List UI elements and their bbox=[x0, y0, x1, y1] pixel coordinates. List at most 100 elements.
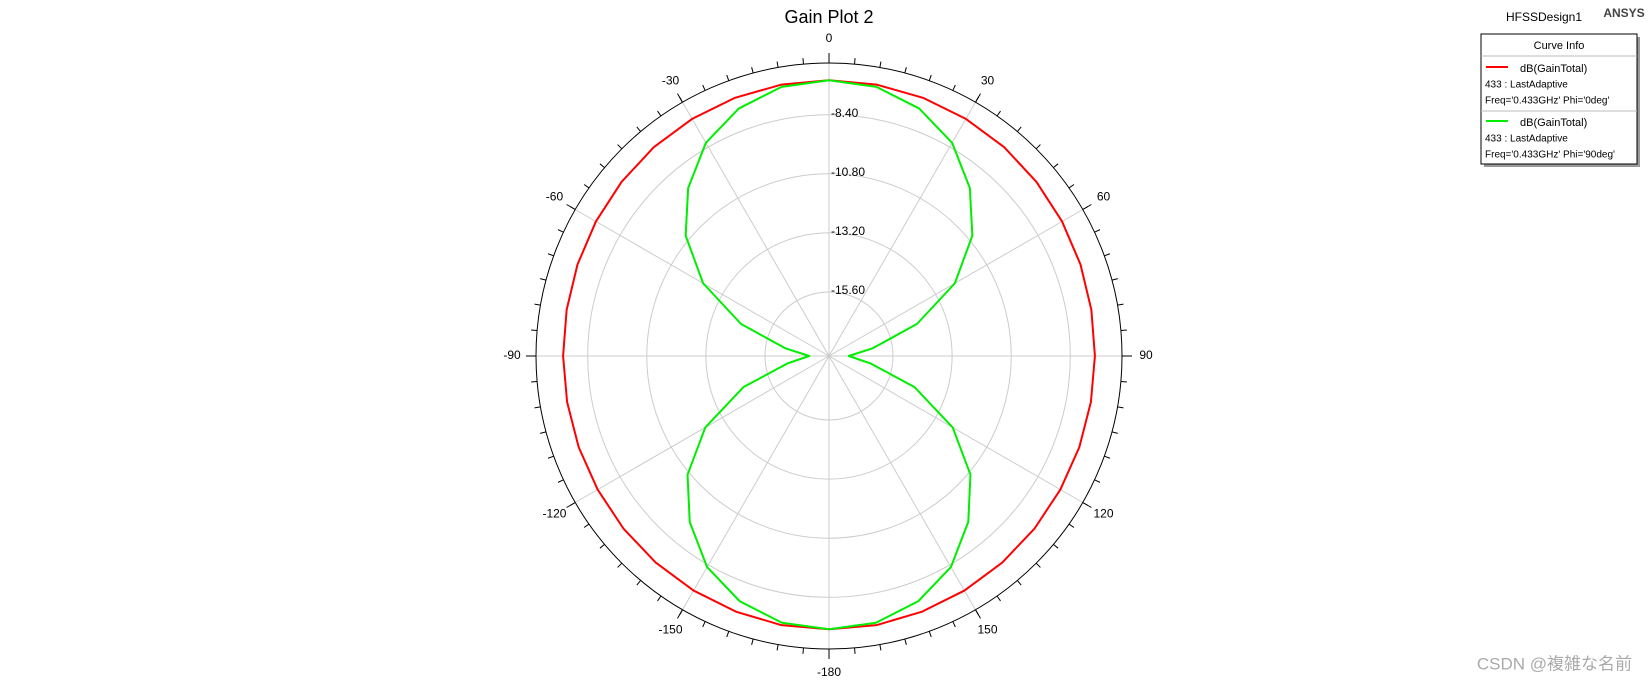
x-tick-label: -60 bbox=[546, 190, 564, 204]
grid-spoke bbox=[828, 102, 976, 357]
minor-tick bbox=[557, 229, 564, 233]
minor-tick bbox=[569, 502, 576, 506]
minor-tick bbox=[657, 595, 662, 602]
minor-tick bbox=[1053, 543, 1059, 549]
minor-tick bbox=[1035, 144, 1041, 150]
x-tick-label: 120 bbox=[1094, 507, 1114, 521]
minor-tick bbox=[599, 543, 605, 549]
minor-tick bbox=[1117, 303, 1124, 306]
minor-tick bbox=[1016, 126, 1022, 132]
outer-circle bbox=[535, 62, 1123, 650]
minor-tick bbox=[583, 184, 590, 189]
minor-tick bbox=[540, 278, 547, 281]
y-tick-label: -10.80 bbox=[831, 165, 865, 179]
minor-tick bbox=[702, 621, 706, 628]
minor-tick bbox=[1035, 562, 1041, 568]
legend-params: Freq='0.433GHz' Phi='0deg' bbox=[1485, 96, 1609, 107]
minor-tick bbox=[1111, 278, 1118, 281]
minor-tick bbox=[1104, 455, 1111, 459]
minor-tick bbox=[1094, 229, 1101, 233]
minor-tick bbox=[679, 96, 683, 103]
minor-tick bbox=[726, 631, 730, 638]
minor-tick bbox=[996, 595, 1001, 602]
minor-tick bbox=[679, 609, 683, 616]
minor-tick bbox=[776, 644, 779, 651]
minor-tick bbox=[1068, 523, 1075, 528]
minor-tick bbox=[534, 406, 541, 409]
minor-tick bbox=[636, 580, 642, 586]
minor-tick bbox=[975, 609, 979, 616]
minor-tick bbox=[657, 110, 662, 117]
minor-tick bbox=[1120, 381, 1127, 383]
minor-tick bbox=[854, 58, 856, 65]
grid-spoke bbox=[682, 355, 830, 610]
minor-tick bbox=[952, 621, 956, 628]
minor-tick bbox=[854, 647, 856, 654]
minor-tick bbox=[996, 110, 1001, 117]
brand: ANSYS bbox=[1603, 6, 1644, 20]
legend-params: Freq='0.433GHz' Phi='90deg' bbox=[1485, 150, 1615, 161]
y-tick-label: -13.20 bbox=[831, 224, 865, 238]
minor-tick bbox=[928, 631, 932, 638]
minor-tick bbox=[751, 67, 754, 74]
series-line bbox=[684, 79, 974, 631]
grid-spoke bbox=[828, 355, 1083, 503]
minor-tick bbox=[534, 303, 541, 306]
minor-tick bbox=[975, 96, 979, 103]
minor-tick bbox=[751, 638, 754, 645]
x-tick-label: -30 bbox=[662, 74, 680, 88]
minor-tick bbox=[904, 638, 907, 645]
y-tick-label: -8.40 bbox=[831, 106, 859, 120]
chart-title: Gain Plot 2 bbox=[784, 7, 873, 27]
minor-tick bbox=[802, 647, 804, 654]
minor-tick bbox=[726, 74, 730, 81]
x-tick-label: -180 bbox=[817, 665, 841, 679]
design-name: HFSSDesign1 bbox=[1506, 10, 1582, 24]
minor-tick bbox=[636, 126, 642, 132]
minor-tick bbox=[599, 163, 605, 169]
minor-tick bbox=[617, 562, 623, 568]
x-tick-label: 60 bbox=[1097, 190, 1111, 204]
x-tick-label: -150 bbox=[658, 623, 682, 637]
y-tick-label: -15.60 bbox=[831, 283, 865, 297]
x-tick-label: -90 bbox=[503, 348, 521, 362]
watermark: CSDN @複雑な名前 bbox=[1477, 654, 1632, 673]
minor-tick bbox=[1016, 580, 1022, 586]
grid-spoke bbox=[682, 102, 830, 357]
legend-name: dB(GainTotal) bbox=[1520, 117, 1587, 129]
minor-tick bbox=[547, 455, 554, 459]
minor-tick bbox=[540, 431, 547, 434]
x-tick-label: 0 bbox=[826, 31, 833, 45]
minor-tick bbox=[557, 479, 564, 483]
minor-tick bbox=[776, 61, 779, 68]
minor-tick bbox=[1082, 206, 1089, 210]
minor-tick bbox=[1094, 479, 1101, 483]
minor-tick bbox=[1117, 406, 1124, 409]
grid-spoke bbox=[828, 355, 976, 610]
grid-spoke bbox=[575, 355, 830, 503]
minor-tick bbox=[531, 329, 538, 331]
minor-tick bbox=[569, 206, 576, 210]
minor-tick bbox=[1111, 431, 1118, 434]
minor-tick bbox=[1104, 253, 1111, 257]
minor-tick bbox=[1082, 502, 1089, 506]
minor-tick bbox=[702, 84, 706, 91]
minor-tick bbox=[531, 381, 538, 383]
x-tick-label: 150 bbox=[977, 623, 997, 637]
minor-tick bbox=[952, 84, 956, 91]
minor-tick bbox=[1053, 163, 1059, 169]
x-tick-label: 90 bbox=[1139, 348, 1153, 362]
x-tick-label: -120 bbox=[542, 507, 566, 521]
legend-setup: 433 : LastAdaptive bbox=[1485, 134, 1568, 145]
minor-tick bbox=[617, 144, 623, 150]
minor-tick bbox=[879, 644, 882, 651]
minor-tick bbox=[1120, 329, 1127, 331]
legend-setup: 433 : LastAdaptive bbox=[1485, 80, 1568, 91]
minor-tick bbox=[904, 67, 907, 74]
minor-tick bbox=[802, 58, 804, 65]
minor-tick bbox=[547, 253, 554, 257]
x-tick-label: 30 bbox=[981, 74, 995, 88]
legend-name: dB(GainTotal) bbox=[1520, 63, 1587, 75]
minor-tick bbox=[1068, 184, 1075, 189]
